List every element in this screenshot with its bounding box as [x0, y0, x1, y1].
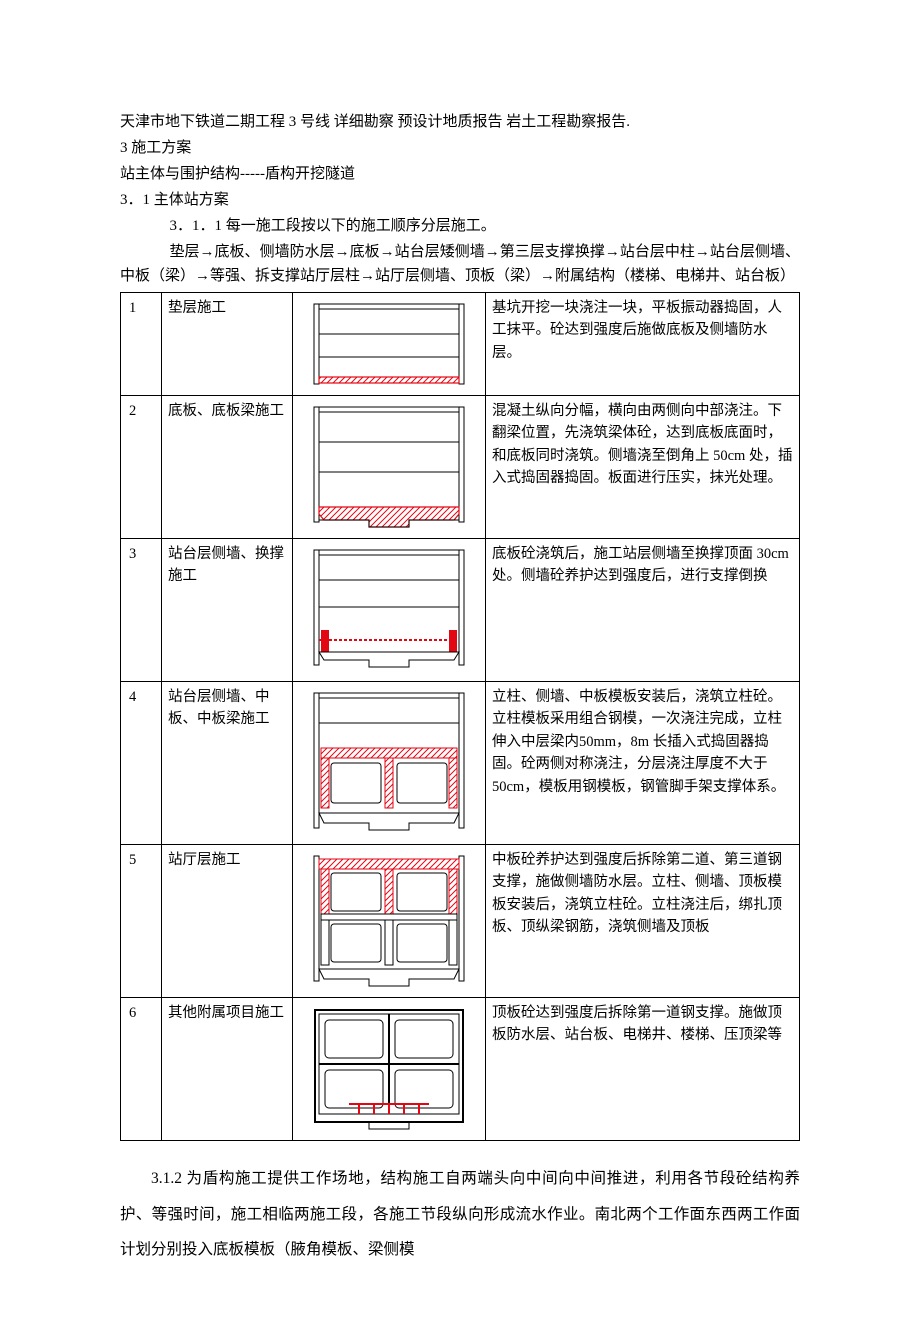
step-num: 5: [121, 845, 162, 998]
step-desc: 顶板砼达到强度后拆除第一道钢支撑。施做顶板防水层、站台板、电梯井、楼梯、压顶梁等: [486, 998, 800, 1141]
sec-3-1-2: 3.1.2 为盾构施工提供工作场地，结构施工自两端头向中间向中间推进，利用各节段…: [120, 1161, 800, 1268]
step-num: 2: [121, 396, 162, 539]
table-row: 4 站台层侧墙、中板、中板梁施工: [121, 682, 800, 845]
section-3-title: 3 施工方案: [120, 136, 800, 160]
table-row: 2 底板、底板梁施工 混凝土纵向分幅，横向由两侧向中部浇注。下翻梁位置，先浇筑梁…: [121, 396, 800, 539]
step-diagram: [293, 293, 486, 396]
step-name: 站台层侧墙、中板、中板梁施工: [162, 682, 293, 845]
sec-3-1-1: 3．1．1 每一施工段按以下的施工顺序分层施工。: [120, 214, 800, 238]
step-name: 站厅层施工: [162, 845, 293, 998]
step-num: 4: [121, 682, 162, 845]
step-diagram: [293, 682, 486, 845]
step-desc: 混凝土纵向分幅，横向由两侧向中部浇注。下翻梁位置，先浇筑梁体砼，达到底板底面时，…: [486, 396, 800, 539]
step-name: 底板、底板梁施工: [162, 396, 293, 539]
step-name: 站台层侧墙、换撑施工: [162, 539, 293, 682]
step-diagram: [293, 998, 486, 1141]
step-num: 1: [121, 293, 162, 396]
header-right: 岩土工程勘察报告.: [506, 114, 630, 130]
sec-3-1: 3．1 主体站方案: [120, 188, 800, 212]
step-num: 3: [121, 539, 162, 682]
step-diagram: [293, 539, 486, 682]
step-name: 其他附属项目施工: [162, 998, 293, 1141]
subtitle: 站主体与围护结构-----盾构开挖隧道: [120, 162, 800, 186]
step-name: 垫层施工: [162, 293, 293, 396]
page-header: 天津市地下铁道二期工程 3 号线 详细勘察 预设计地质报告 岩土工程勘察报告.: [120, 110, 800, 134]
header-left: 天津市地下铁道二期工程 3 号线 详细勘察 预设计地质报告: [120, 114, 503, 130]
step-diagram: [293, 396, 486, 539]
step-num: 6: [121, 998, 162, 1141]
table-row: 6 其他附属项目施工: [121, 998, 800, 1141]
flow-sequence: 垫层→底板、侧墙防水层→底板→站台层矮侧墙→第三层支撑换撑→站台层中柱→站台层侧…: [120, 240, 800, 288]
step-desc: 底板砼浇筑后，施工站层侧墙至换撑顶面 30cm 处。侧墙砼养护达到强度后，进行支…: [486, 539, 800, 682]
table-row: 5 站厅层施工: [121, 845, 800, 998]
table-row: 1 垫层施工 基坑开挖一块浇注一块，平板振动器捣固，人工抹平。砼达到强度后施做底…: [121, 293, 800, 396]
construction-steps-table: 1 垫层施工 基坑开挖一块浇注一块，平板振动器捣固，人工抹平。砼达到强度后施做底…: [120, 292, 800, 1141]
step-desc: 中板砼养护达到强度后拆除第二道、第三道钢支撑，施做侧墙防水层。立柱、侧墙、顶板模…: [486, 845, 800, 998]
step-desc: 立柱、侧墙、中板模板安装后，浇筑立柱砼。立柱模板采用组合钢模，一次浇注完成，立柱…: [486, 682, 800, 845]
table-row: 3 站台层侧墙、换撑施工 底板砼浇筑后，施工站层侧墙至换撑顶面 30cm 处。侧…: [121, 539, 800, 682]
step-diagram: [293, 845, 486, 998]
step-desc: 基坑开挖一块浇注一块，平板振动器捣固，人工抹平。砼达到强度后施做底板及侧墙防水层…: [486, 293, 800, 396]
